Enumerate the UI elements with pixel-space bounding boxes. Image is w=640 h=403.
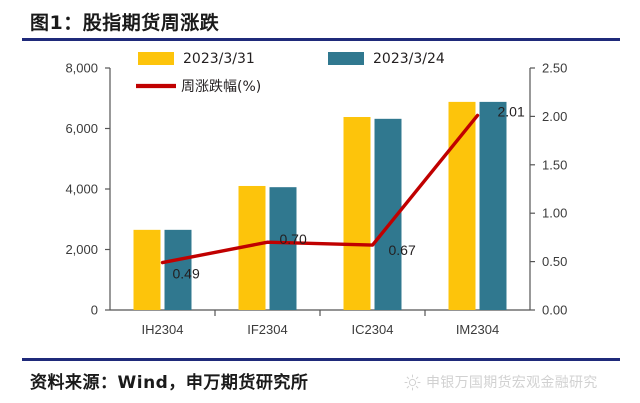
left-axis-tick-label: 6,000 — [65, 121, 98, 136]
left-axis-tick-label: 2,000 — [65, 242, 98, 257]
left-axis-tick-label: 0 — [91, 303, 98, 318]
left-axis-tick-label: 8,000 — [65, 61, 98, 76]
right-axis-tick-label: 0.50 — [542, 254, 567, 269]
category-label-IF2304: IF2304 — [247, 322, 287, 337]
data-label-IH2304: 0.49 — [173, 266, 200, 282]
left-axis-tick-label: 4,000 — [65, 182, 98, 197]
watermark: 申银万国期货宏观金融研究 — [404, 372, 598, 392]
bar-IH2304-2023/3/24 — [164, 229, 192, 310]
sunburst-logo-icon — [404, 374, 421, 391]
bar-IH2304-2023/3/31 — [133, 229, 161, 310]
page-title: 图1：股指期货周涨跌 — [30, 12, 220, 34]
category-label-IC2304: IC2304 — [352, 322, 394, 337]
watermark-label: 申银万国期货宏观金融研究 — [426, 375, 598, 391]
right-axis-tick-label: 0.00 — [542, 303, 567, 318]
source-note: 资料来源：Wind，申万期货研究所 — [30, 373, 309, 393]
legend-swatch-0 — [138, 52, 174, 65]
legend-swatch-1 — [328, 52, 364, 65]
header-divider — [22, 38, 620, 41]
bar-IC2304-2023/3/31 — [343, 117, 371, 310]
right-axis-tick-label: 2.00 — [542, 109, 567, 124]
figure-header: 图1：股指期货周涨跌 — [0, 0, 640, 44]
data-label-IF2304: 0.70 — [280, 231, 307, 247]
bar-IM2304-2023/3/24 — [479, 101, 507, 310]
right-axis-tick-label: 1.50 — [542, 157, 567, 172]
footer-divider — [22, 358, 620, 361]
data-label-IC2304: 0.67 — [389, 242, 416, 258]
right-axis-tick-label: 2.50 — [542, 61, 567, 76]
category-label-IM2304: IM2304 — [456, 322, 499, 337]
chart-area: 0 2,000 4,000 6,000 8,000 0.00 0.50 1.00 1.50 2.0… — [0, 44, 640, 356]
legend-label-0: 2023/3/31 — [183, 51, 255, 67]
data-label-IM2304: 2.01 — [498, 103, 525, 119]
legend-label-2: 周涨跌幅(%) — [181, 79, 261, 95]
right-axis-tick-label: 1.00 — [542, 206, 567, 221]
combo-chart: 0 2,000 4,000 6,000 8,000 0.00 0.50 1.00 1.50 2.0… — [65, 51, 567, 337]
legend-label-1: 2023/3/24 — [373, 51, 445, 67]
bar-IF2304-2023/3/24 — [269, 187, 297, 310]
category-label-IH2304: IH2304 — [142, 322, 184, 337]
line-series-weekly-change — [160, 113, 480, 265]
